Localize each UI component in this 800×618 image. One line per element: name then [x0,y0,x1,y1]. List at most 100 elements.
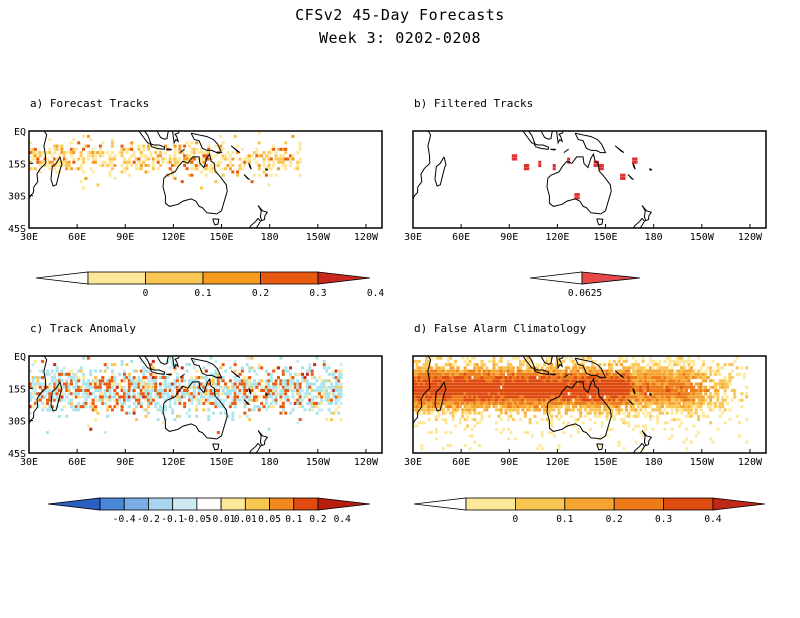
plot-frame [412,130,767,229]
x-tick-label: 180 [645,232,663,243]
colorbar-tick-label: 0.2 [252,288,269,299]
colorbar-swatch [663,497,714,511]
colorbar-tick-label: 0.1 [194,288,211,299]
heatmap-field [413,356,749,453]
plot-frame [28,130,383,229]
colorbar-tick-label: 0 [513,514,519,525]
x-tick-label: 120W [738,232,763,243]
plot-frame [412,355,767,454]
y-tick-label: 30S [8,192,26,203]
figure-subtitle: Week 3: 0202-0208 [318,29,482,47]
colorbar-tick-label: -0.2 [137,514,160,525]
colorbar: 0 0.1 0.2 0.3 0.4 [35,271,384,299]
colorbar-tick-label: 0.1 [285,514,302,525]
colorbar: 0 0.1 0.2 0.3 0.4 [413,497,766,525]
x-tick-label: 90E [500,457,518,468]
panel-a: a) Forecast Tracks 30E 60E 90E 120E 150E 180 15… [8,97,384,299]
x-tick-label: 150W [690,457,715,468]
x-tick-label: 60E [452,457,470,468]
colorbar-swatch [123,497,149,511]
colorbar-tick-label: 0.3 [655,514,672,525]
panel-title: d) False Alarm Climatology [414,322,587,335]
coastlines [29,131,269,228]
panel-title: a) Forecast Tracks [30,97,149,110]
x-tick-label: 150E [209,457,233,468]
colorbar-tick-label: 0.4 [367,288,384,299]
plot-frame [28,355,383,454]
figure-title: CFSv2 45-Day Forecasts [295,6,505,24]
x-tick-label: 180 [261,232,279,243]
colorbar-swatch [260,271,319,285]
x-tick-label: 120E [161,232,185,243]
y-tick-label: 30S [8,417,26,428]
panel-d: d) False Alarm Climatology 30E 60E 90E 120E 1… [404,322,767,525]
colorbar-max-arrow [317,271,371,285]
panel-b: b) Filtered Tracks 30E 60E 90E 120E 150E 180 15… [404,97,767,299]
x-tick-label: 180 [261,457,279,468]
colorbar-swatch [220,497,246,511]
x-tick-label: 150W [690,232,715,243]
x-tick-label: 120W [354,457,379,468]
colorbar-swatch [87,271,146,285]
y-tick-label: EQ [14,127,26,138]
colorbar-swatch [99,497,125,511]
colorbar-tick-label: 0.05 [258,514,281,525]
x-tick-label: 60E [452,232,470,243]
colorbar-max-arrow [317,497,371,511]
colorbar-min-arrow [413,497,467,511]
panel-title: b) Filtered Tracks [414,97,533,110]
colorbar-tick-label: -0.05 [183,514,212,525]
colorbar-min-arrow [47,497,101,511]
x-tick-label: 120E [545,457,569,468]
heatmap-field [29,356,343,453]
x-tick-label: 120E [161,457,185,468]
x-tick-label: 120E [545,232,569,243]
colorbar-tick-label: 0.4 [704,514,721,525]
colorbar-swatch [202,271,261,285]
coastlines [413,356,653,453]
x-tick-label: 90E [116,457,134,468]
colorbar-swatch [515,497,566,511]
x-tick-label: 30E [404,232,422,243]
colorbar-swatch [269,497,295,511]
colorbar-swatch [564,497,615,511]
colorbar-tick-label: 0.2 [606,514,623,525]
colorbar-tick-label: 0.2 [309,514,326,525]
colorbar-tick-label: 0 [143,288,149,299]
x-tick-label: 30E [404,457,422,468]
colorbar: 0.0625 [529,271,641,299]
x-tick-label: 150E [593,232,617,243]
x-tick-label: 30E [20,232,38,243]
colorbar-swatch [613,497,665,511]
coastlines [29,356,269,453]
colorbar-swatch [244,497,270,511]
y-tick-label: 45S [8,449,26,460]
y-tick-label: 45S [8,224,26,235]
colorbar-max-arrow [581,271,641,285]
colorbar-tick-label: 0.01 [234,514,257,525]
colorbar-tick-label: -0.1 [161,514,184,525]
colorbar-max-arrow [712,497,766,511]
y-tick-label: EQ [14,352,26,363]
colorbar-min-arrow [35,271,89,285]
colorbar-tick-label: 0.1 [556,514,573,525]
y-tick-label: 15S [8,159,26,170]
x-tick-label: 120W [738,457,763,468]
x-tick-label: 150W [306,457,331,468]
colorbar-swatch [148,497,174,511]
x-tick-label: 90E [500,232,518,243]
colorbar-swatch [145,271,204,285]
x-tick-label: 180 [645,457,663,468]
x-tick-label: 60E [68,457,86,468]
x-tick-label: 60E [68,232,86,243]
x-tick-label: 90E [116,232,134,243]
colorbar-swatch [196,497,222,511]
colorbar-swatch [465,497,516,511]
x-tick-label: 150W [306,232,331,243]
colorbar-min-arrow [529,271,583,285]
panel-c: c) Track Anomaly 30E 60E 90E 120E 150E 180 150W… [8,322,383,525]
heatmap-field [29,131,302,228]
y-tick-label: 15S [8,384,26,395]
panel-title: c) Track Anomaly [30,322,136,335]
